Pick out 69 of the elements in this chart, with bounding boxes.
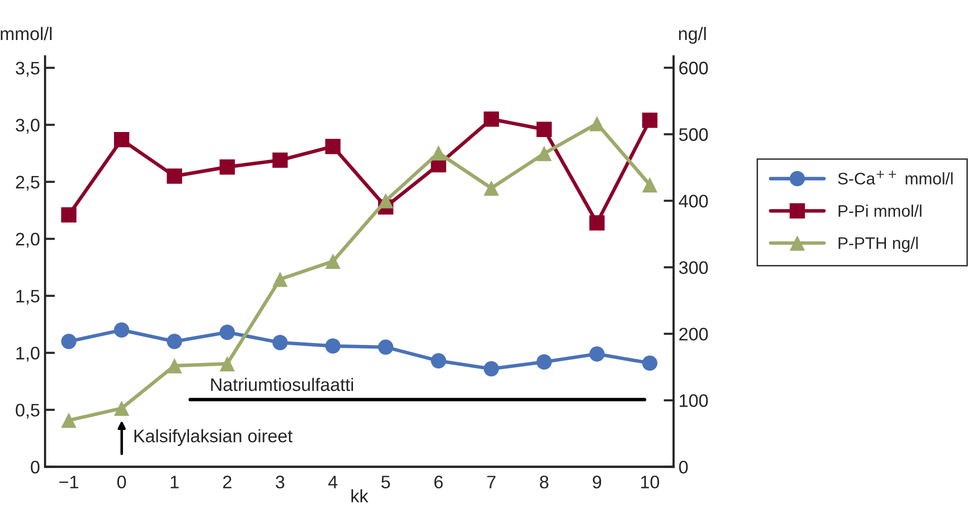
point <box>220 356 235 372</box>
x-tick-label: 2 <box>223 476 232 488</box>
y-tick-label: 1,0 <box>16 346 40 362</box>
point <box>272 272 288 287</box>
legend-label: P-Pi mmol/l <box>838 204 922 217</box>
y2-tick-label: 200 <box>679 328 708 341</box>
legend-label: S-Ca$^{++}$ mmol/l <box>838 170 953 185</box>
point <box>220 159 235 175</box>
point <box>536 122 552 138</box>
point <box>325 338 341 354</box>
x-tick-label: 3 <box>276 476 284 488</box>
y2-tick-label: 400 <box>678 194 708 208</box>
y-tick-label: 3,5 <box>16 62 40 77</box>
point <box>378 193 394 208</box>
point <box>272 152 288 168</box>
point <box>536 146 552 162</box>
point <box>166 334 182 350</box>
point <box>642 112 658 128</box>
point <box>642 177 658 192</box>
point <box>589 346 605 362</box>
x-tick-label: 8 <box>540 476 548 488</box>
point <box>114 132 130 148</box>
x-tick-label: 0 <box>117 476 126 488</box>
point <box>589 215 605 231</box>
x-tick-label: 10 <box>641 476 660 488</box>
legend-label: P-PTH ng/l <box>838 236 918 252</box>
point <box>325 138 341 154</box>
point <box>484 111 499 127</box>
y2-tick-label: 0 <box>679 460 688 474</box>
y2-axis-title: ng/l <box>679 26 706 44</box>
x-axis-title: kk <box>351 489 368 502</box>
point <box>166 168 182 184</box>
point <box>642 355 658 371</box>
y2-tick-label: 600 <box>679 62 708 74</box>
annotation: Natriumtiosulfaatti <box>211 378 353 392</box>
x-tick-label: 7 <box>487 476 496 488</box>
y2-tick-label: 500 <box>679 128 708 141</box>
y-tick-label: 0 <box>30 460 40 474</box>
point <box>430 353 446 368</box>
point <box>272 334 288 350</box>
point <box>430 145 446 161</box>
point <box>166 358 182 374</box>
point <box>589 116 605 132</box>
y-tick-label: 0,5 <box>16 404 40 419</box>
y-axis-title: mmol/l <box>0 26 52 40</box>
point <box>61 334 76 350</box>
point <box>378 339 394 355</box>
y-tick-label: 3,0 <box>16 118 40 134</box>
annotation: Kalsifylaksian oireet <box>134 429 292 446</box>
y-tick-label: 2,5 <box>16 176 40 191</box>
point <box>325 254 341 269</box>
y-tick-label: 1,5 <box>16 290 40 305</box>
point <box>114 322 130 338</box>
point <box>536 354 552 370</box>
y2-tick-label: 100 <box>680 394 708 408</box>
x-tick-label: 5 <box>381 476 390 488</box>
point <box>484 180 499 196</box>
x-tick-label: −1 <box>59 476 78 488</box>
point <box>61 207 76 223</box>
y-tick-label: 2,0 <box>16 232 40 248</box>
point <box>484 361 499 376</box>
x-tick-label: 9 <box>592 476 602 488</box>
x-tick-label: 6 <box>434 476 443 488</box>
point <box>220 324 235 340</box>
point <box>61 412 76 428</box>
point <box>114 400 130 416</box>
y2-tick-label: 300 <box>679 261 708 274</box>
x-tick-label: 4 <box>328 476 338 488</box>
x-tick-label: 1 <box>170 476 179 488</box>
